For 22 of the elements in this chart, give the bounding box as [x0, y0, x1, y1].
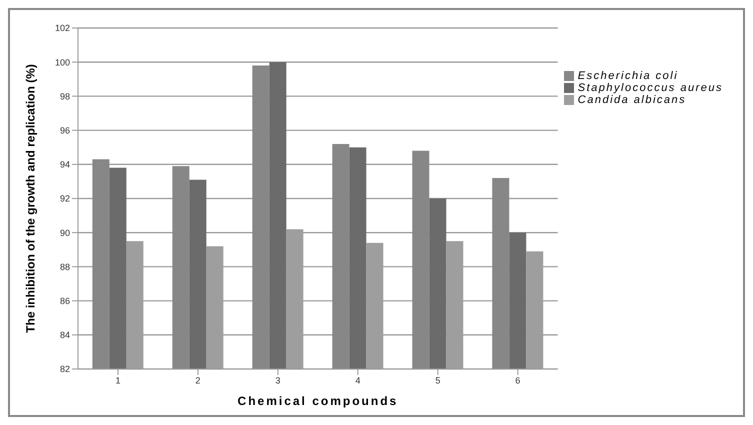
y-tick-label: 96 — [60, 125, 70, 136]
x-tick-label: 5 — [435, 375, 440, 386]
legend-label: Candida albicans — [578, 94, 686, 106]
x-tick-label: 4 — [355, 375, 360, 386]
y-tick-label: 88 — [60, 262, 70, 272]
y-tick-label: 84 — [60, 330, 70, 340]
y-tick-label: 98 — [60, 91, 70, 102]
x-tick-label: 1 — [115, 375, 120, 386]
legend-label: Escherichia coli — [578, 70, 678, 82]
y-tick-label: 92 — [60, 194, 70, 204]
legend-label: Staphylococcus aureus — [578, 82, 723, 94]
x-tick-label: 6 — [515, 375, 520, 386]
x-axis-title: Chemical compounds — [238, 394, 398, 408]
y-tick-label: 100 — [54, 57, 70, 68]
x-tick-label: 2 — [195, 375, 200, 386]
y-tick-label: 86 — [60, 296, 70, 306]
x-tick-label: 3 — [275, 375, 280, 386]
y-tick-label: 102 — [54, 23, 70, 34]
y-axis-title: The inhibition of the growth and replication (%) — [23, 64, 38, 333]
y-tick-label: 82 — [60, 364, 70, 374]
y-tick-label: 94 — [60, 160, 70, 170]
y-tick-label: 90 — [60, 228, 70, 238]
